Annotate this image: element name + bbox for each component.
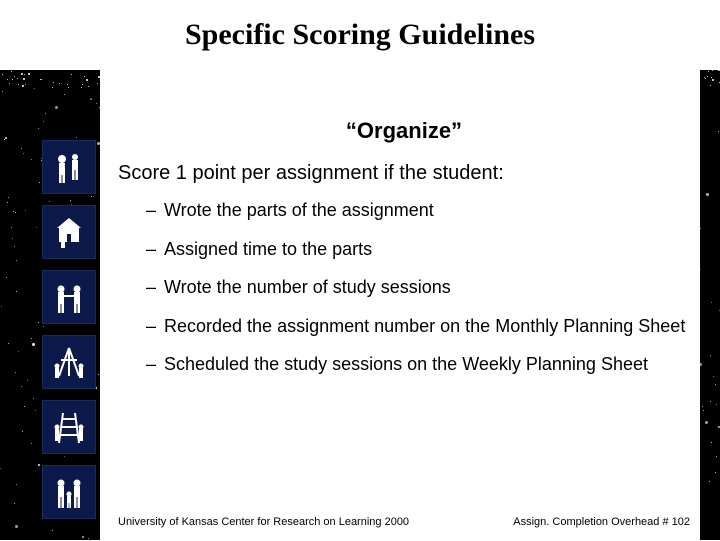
title-bar: Specific Scoring Guidelines <box>0 0 720 70</box>
bullet-item: Scheduled the study sessions on the Week… <box>146 353 690 376</box>
score-instruction: Score 1 point per assignment if the stud… <box>118 162 690 185</box>
people-child-icon <box>42 465 96 519</box>
footer-left: University of Kansas Center for Research… <box>118 516 409 528</box>
people-talk-icon <box>42 270 96 324</box>
people-pair-icon <box>42 140 96 194</box>
sidebar <box>42 140 96 519</box>
footer-right: Assign. Completion Overhead # 102 <box>513 516 690 528</box>
easel-group-icon <box>42 335 96 389</box>
bullet-list: Wrote the parts of the assignment Assign… <box>118 199 690 376</box>
slide-title: Specific Scoring Guidelines <box>185 18 535 52</box>
bullet-item: Wrote the number of study sessions <box>146 276 690 299</box>
footer: University of Kansas Center for Research… <box>118 516 690 528</box>
person-house-icon <box>42 205 96 259</box>
ladder-people-icon <box>42 400 96 454</box>
bullet-item: Assigned time to the parts <box>146 238 690 261</box>
bullet-item: Recorded the assignment number on the Mo… <box>146 315 690 338</box>
body-content: “Organize” Score 1 point per assignment … <box>118 100 690 510</box>
subtitle: “Organize” <box>118 118 690 144</box>
bullet-item: Wrote the parts of the assignment <box>146 199 690 222</box>
